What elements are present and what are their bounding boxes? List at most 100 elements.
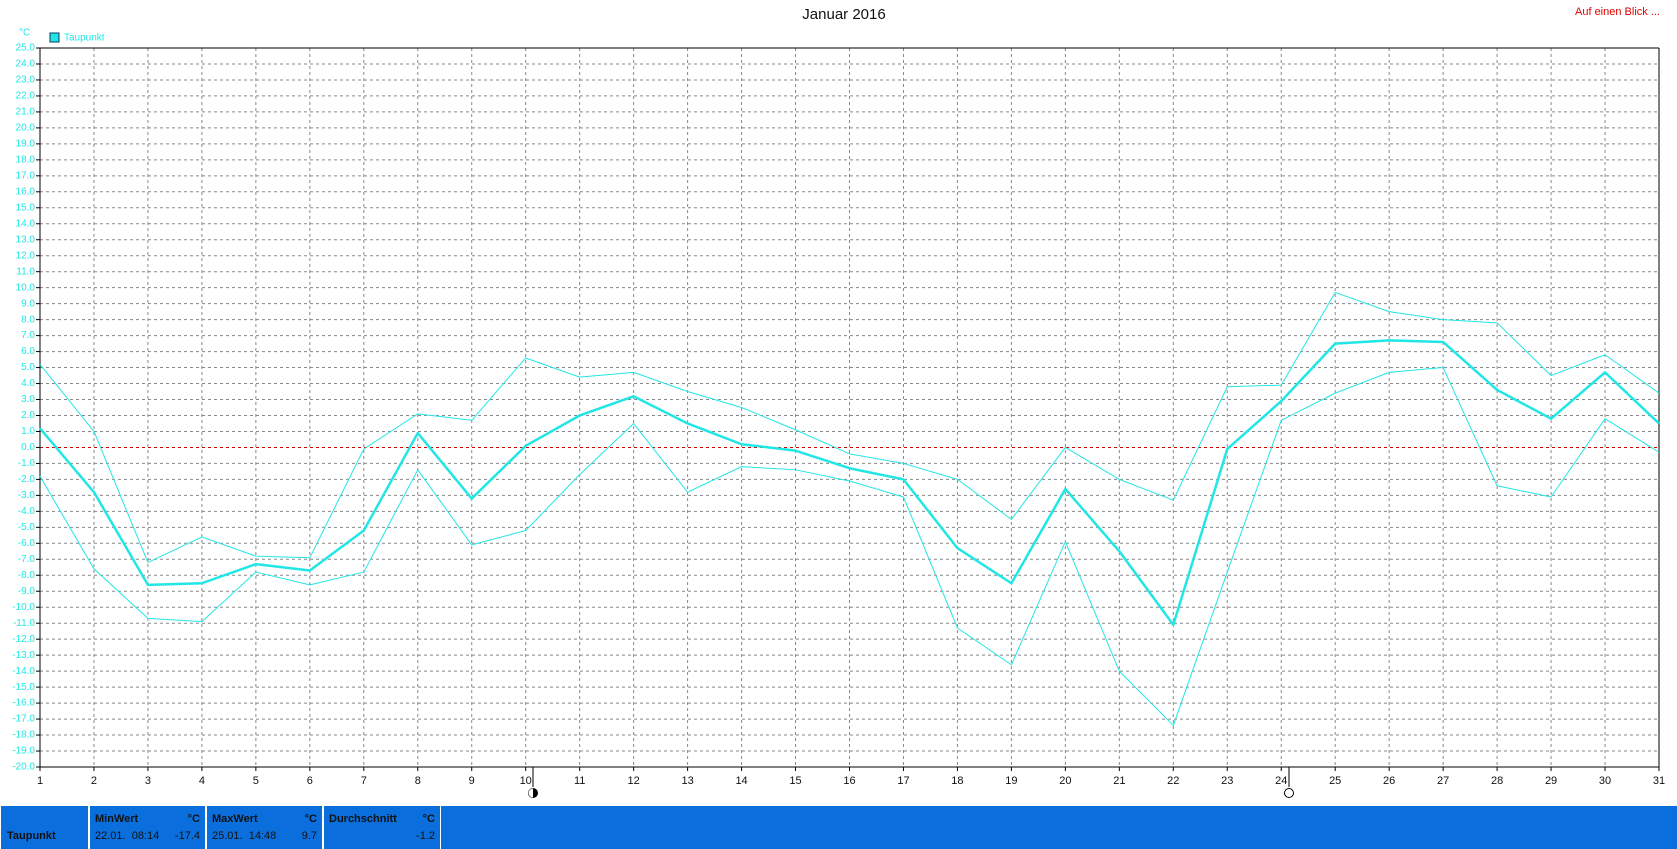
y-tick-label: -12.0: [12, 634, 35, 645]
stats-cell: MinWert °C 22.01. 08:14 -17.4: [89, 806, 206, 849]
y-tick-label: -4.0: [18, 506, 36, 517]
y-tick-label: -2.0: [18, 474, 36, 485]
stats-time: 25.01. 14:48: [212, 830, 277, 842]
x-tick-label: 1: [37, 775, 43, 787]
y-tick-label: 3.0: [21, 394, 35, 405]
y-tick-label: -1.0: [18, 458, 36, 469]
stats-header: Durchschnitt: [329, 813, 397, 825]
y-tick-label: 13.0: [16, 234, 36, 245]
stats-cell: Durchschnitt °C -1.2: [323, 806, 441, 849]
plot-area: [40, 48, 1659, 767]
stats-unit: °C: [422, 813, 435, 825]
x-tick-label: 7: [361, 775, 367, 787]
data-line: [39, 339, 1660, 627]
y-tick-label: -5.0: [18, 522, 36, 533]
legend-swatch: [49, 32, 60, 43]
y-tick-label: 6.0: [21, 346, 35, 357]
y-tick-label: -10.0: [12, 602, 35, 613]
x-tick-label: 2: [91, 775, 97, 787]
x-tick-label: 25: [1329, 775, 1341, 787]
x-tick-label: 27: [1437, 775, 1449, 787]
x-tick-label: 12: [628, 775, 640, 787]
y-tick-label: -6.0: [18, 538, 36, 549]
y-tick-label: 16.0: [16, 186, 36, 197]
y-tick-label: 25.0: [16, 43, 36, 54]
stats-bar: [0, 806, 1677, 849]
y-tick-label: -8.0: [18, 570, 36, 581]
y-tick-label: 9.0: [21, 298, 35, 309]
y-tick-label: 19.0: [16, 139, 36, 150]
y-tick-label: 20.0: [16, 123, 36, 134]
stats-header: MaxWert: [212, 813, 258, 825]
x-tick-label: 6: [307, 775, 313, 787]
y-tick-label: -19.0: [12, 746, 35, 757]
y-tick-label: -11.0: [13, 618, 35, 629]
y-tick-label: -13.0: [12, 650, 35, 661]
x-tick-label: 31: [1653, 775, 1665, 787]
x-tick-label: 15: [789, 775, 801, 787]
y-tick-label: -3.0: [18, 490, 36, 501]
moon-phase: [528, 788, 533, 798]
x-tick-label: 8: [415, 775, 421, 787]
x-tick-label: 29: [1545, 775, 1557, 787]
y-tick-label: 24.0: [16, 59, 36, 70]
y-tick-label: -9.0: [18, 586, 36, 597]
data-line: [39, 367, 1660, 726]
chart-title: Januar 2016: [802, 6, 885, 23]
x-tick-label: 19: [1005, 775, 1017, 787]
x-tick-label: 17: [897, 775, 909, 787]
stats-row-label: Taupunkt: [7, 830, 56, 842]
y-tick-label: 23.0: [16, 75, 36, 86]
y-tick-label: 10.0: [16, 282, 36, 293]
stats-value: 9.7: [301, 830, 317, 842]
stats-value: -1.2: [416, 830, 435, 842]
x-tick-label: 4: [199, 775, 205, 787]
x-tick-label: 10: [520, 775, 532, 787]
y-tick-label: -14.0: [12, 666, 35, 677]
y-tick-label: -18.0: [12, 730, 35, 741]
y-tick-label: 14.0: [16, 218, 36, 229]
y-tick-label: 17.0: [16, 170, 36, 181]
x-tick-label: 21: [1113, 775, 1125, 787]
y-tick-label: 12.0: [16, 250, 36, 261]
y-tick-label: 21.0: [16, 107, 36, 118]
data-line: [39, 291, 1660, 563]
y-tick-label: 0.0: [21, 442, 35, 453]
stats-header: MinWert: [95, 813, 139, 825]
chart: Januar 2016 Auf einen Blick ... °C Taupu…: [12, 6, 1665, 798]
x-tick-label: 23: [1221, 775, 1233, 787]
y-tick-label: 5.0: [21, 362, 35, 373]
x-tick-label: 22: [1167, 775, 1179, 787]
stats-row-label-cell: Taupunkt: [0, 806, 89, 849]
legend-label: Taupunkt: [64, 33, 105, 44]
x-tick-label: 14: [735, 775, 747, 787]
stats-unit: °C: [304, 813, 317, 825]
y-tick-label: -15.0: [12, 682, 35, 693]
y-tick-label: 8.0: [21, 314, 35, 325]
x-tick-label: 24: [1275, 775, 1287, 787]
x-tick-label: 13: [681, 775, 693, 787]
x-tick-label: 5: [253, 775, 259, 787]
x-tick-label: 3: [145, 775, 151, 787]
y-tick-label: -20.0: [12, 762, 35, 773]
x-tick-label: 30: [1599, 775, 1611, 787]
x-tick-label: 28: [1491, 775, 1503, 787]
y-tick-label: 15.0: [16, 202, 36, 213]
y-tick-label: -7.0: [18, 554, 36, 565]
stats-unit: °C: [187, 813, 200, 825]
y-tick-label: 18.0: [16, 154, 36, 165]
y-tick-label: 7.0: [21, 330, 35, 341]
x-tick-label: 11: [574, 775, 585, 787]
y-tick-label: 11.0: [16, 266, 35, 277]
x-tick-label: 9: [469, 775, 475, 787]
y-tick-label: 4.0: [21, 378, 35, 389]
y-tick-label: 2.0: [21, 410, 35, 421]
x-tick-label: 20: [1059, 775, 1071, 787]
y-tick-label: -17.0: [12, 714, 35, 725]
stats-time: 22.01. 08:14: [95, 830, 160, 842]
overview-link[interactable]: Auf einen Blick ...: [1575, 6, 1660, 18]
moon-icon: [1284, 788, 1294, 798]
stats-value: -17.4: [174, 830, 200, 842]
x-tick-label: 26: [1383, 775, 1395, 787]
